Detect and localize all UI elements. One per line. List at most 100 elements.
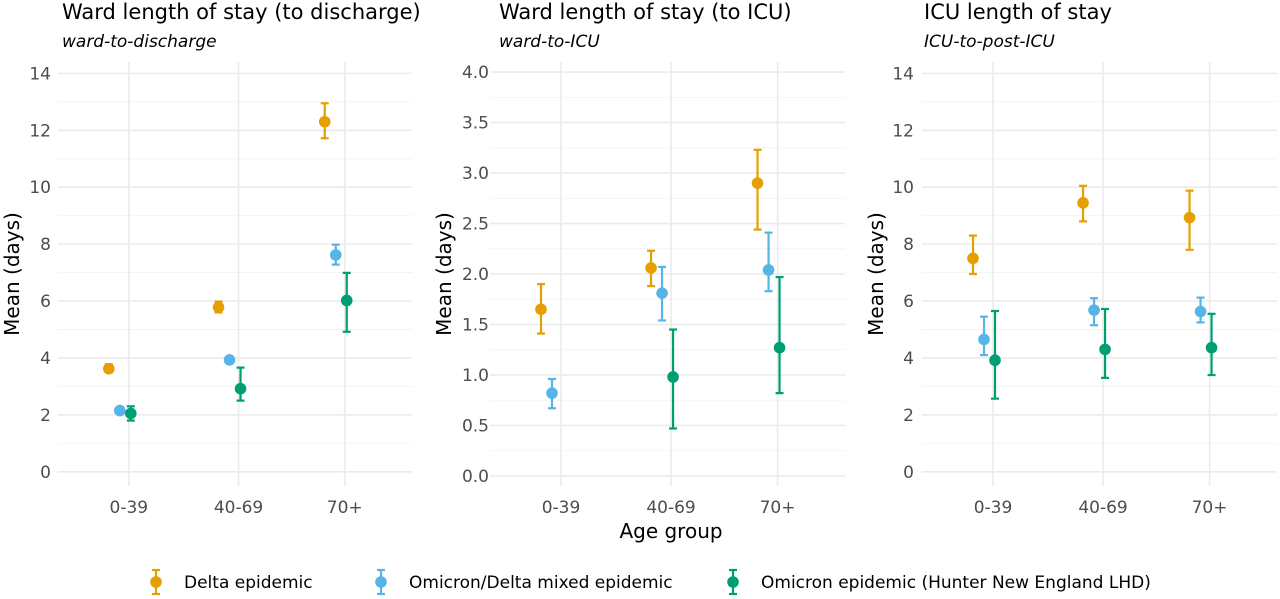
data-point (773, 275, 786, 395)
panel-title: Ward length of stay (to discharge) (62, 0, 421, 24)
x-tick-label: 70+ (760, 498, 796, 518)
y-tick-label: 3.5 (462, 114, 489, 134)
panel-title: ICU length of stay (924, 0, 1112, 24)
grid (58, 62, 412, 486)
data-point (212, 300, 225, 314)
axis-ticks: 0.0 0.5 1.0 1.5 2.0 2.5 3.0 3.5 4.0 0-39 40-69 70+ (462, 63, 796, 518)
data-point (318, 102, 331, 140)
grid (490, 62, 845, 486)
x-tick-label: 0-39 (110, 498, 149, 518)
y-tick-label: 2.0 (462, 265, 489, 285)
panel-ward-to-discharge: Ward length of stay (to discharge) ward-… (0, 0, 421, 518)
y-tick-label: 12 (892, 121, 914, 141)
mean-point (1088, 304, 1100, 316)
panel-subtitle: ward-to-ICU (499, 32, 600, 52)
legend-key-point (150, 576, 162, 588)
data-point (751, 148, 764, 231)
data-point (340, 271, 353, 333)
y-axis-title: Mean (days) (0, 212, 24, 336)
y-tick-label: 10 (892, 178, 914, 198)
data-point (1194, 296, 1207, 324)
mean-point (978, 333, 990, 346)
x-tick-label: 70+ (327, 498, 363, 518)
data-point (223, 354, 236, 366)
data-point (656, 265, 668, 322)
y-tick-label: 0 (40, 463, 51, 483)
data-points (967, 184, 1218, 400)
legend-item: Omicron/Delta mixed epidemic (375, 568, 673, 596)
y-tick-label: 8 (40, 235, 51, 255)
legend-label: Omicron/Delta mixed epidemic (409, 573, 673, 593)
data-points (103, 102, 353, 422)
data-point (1088, 297, 1100, 327)
legend: Delta epidemic Omicron/Delta mixed epidem… (150, 568, 1151, 596)
data-point (114, 404, 126, 417)
y-tick-label: 8 (903, 235, 914, 255)
mean-point (318, 115, 331, 128)
data-points (535, 148, 786, 430)
mean-point (1194, 305, 1207, 318)
y-tick-label: 0.0 (462, 467, 489, 487)
y-tick-label: 2 (903, 406, 914, 426)
mean-point (125, 407, 137, 420)
y-tick-label: 0 (903, 463, 914, 483)
mean-point (114, 404, 126, 417)
mean-point (762, 264, 775, 276)
legend-label: Omicron epidemic (Hunter New England LHD… (761, 573, 1151, 593)
data-point (1205, 312, 1218, 377)
data-point (103, 362, 115, 375)
x-tick-label: 40-69 (646, 498, 695, 518)
mean-point (223, 354, 236, 366)
x-tick-label: 40-69 (214, 498, 263, 518)
x-tick-label: 0-39 (542, 498, 581, 518)
panel-title: Ward length of stay (to ICU) (499, 0, 792, 24)
y-tick-label: 14 (892, 64, 914, 84)
panel-subtitle: ICU-to-post-ICU (924, 32, 1055, 52)
axis-ticks: 0 2 4 6 8 10 12 14 0-39 40-69 70+ (29, 64, 362, 518)
y-tick-label: 12 (29, 121, 51, 141)
y-tick-label: 4.0 (462, 63, 489, 83)
data-point (762, 231, 775, 293)
legend-item: Delta epidemic (150, 568, 313, 596)
data-point (535, 282, 547, 335)
panel-ward-to-icu: Ward length of stay (to ICU) ward-to-ICU… (432, 0, 845, 518)
mean-point (1099, 343, 1111, 356)
mean-point (967, 252, 979, 265)
y-tick-label: 4 (40, 349, 51, 369)
data-point (1077, 184, 1089, 223)
data-point (978, 315, 990, 357)
x-tick-label: 40-69 (1078, 498, 1127, 518)
mean-point (1077, 197, 1089, 209)
data-point (645, 249, 657, 288)
data-point (234, 366, 247, 402)
y-tick-label: 6 (903, 292, 914, 312)
y-tick-label: 1.0 (462, 366, 489, 386)
x-tick-label: 0-39 (974, 498, 1013, 518)
data-point (546, 377, 558, 410)
data-point (967, 234, 979, 276)
x-tick-label: 70+ (1192, 498, 1228, 518)
legend-label: Delta epidemic (184, 573, 313, 593)
mean-point (645, 262, 657, 274)
y-tick-label: 6 (40, 292, 51, 312)
y-axis-title: Mean (days) (432, 212, 456, 336)
y-tick-label: 2.5 (462, 215, 489, 235)
panel-icu-to-post-icu: ICU length of stay ICU-to-post-ICU Mean … (864, 0, 1277, 518)
y-tick-label: 10 (29, 178, 51, 198)
y-axis-title: Mean (days) (864, 212, 888, 336)
legend-item: Omicron epidemic (Hunter New England LHD… (727, 568, 1151, 596)
legend-key-point (375, 576, 387, 588)
mean-point (751, 177, 764, 189)
y-tick-label: 1.5 (462, 315, 489, 335)
mean-point (989, 354, 1001, 367)
data-point (1099, 307, 1111, 379)
mean-point (103, 362, 115, 375)
panel-subtitle: ward-to-discharge (62, 32, 217, 52)
mean-point (234, 382, 247, 395)
y-tick-label: 2 (40, 406, 51, 426)
mean-point (329, 249, 342, 261)
mean-point (535, 303, 547, 316)
mean-point (546, 387, 558, 399)
data-point (329, 243, 342, 266)
